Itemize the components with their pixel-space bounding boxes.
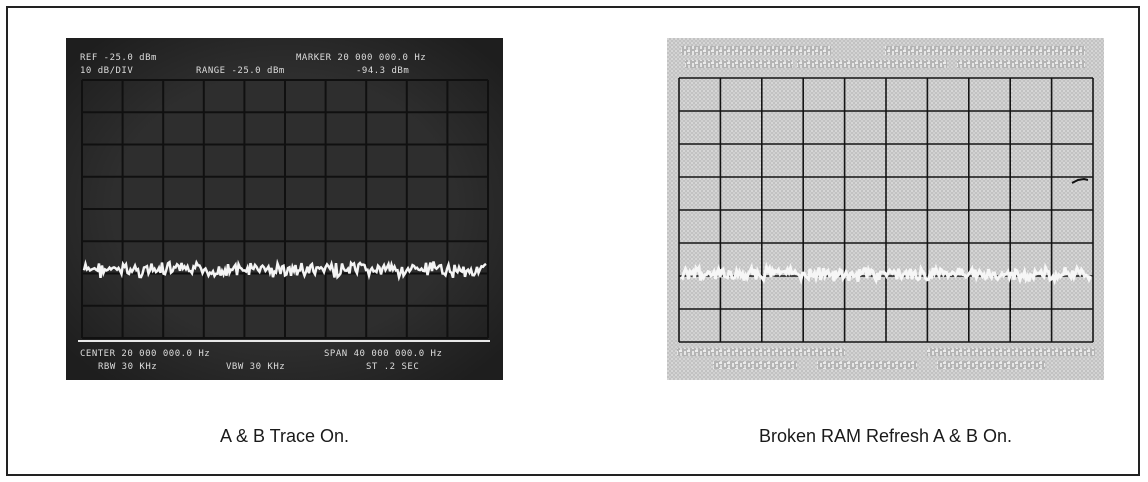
readout-scale: 10 dB/DIV	[80, 66, 133, 76]
readout-sweep: ST .2 SEC	[366, 362, 419, 372]
noise-trace-right	[680, 261, 1092, 286]
garbled-readout-bottom	[677, 348, 1095, 369]
readout-marker: MARKER 20 000 000.0 Hz	[296, 53, 426, 63]
readout-ref: REF -25.0 dBm	[80, 53, 157, 63]
readout-vbw: VBW 30 KHz	[226, 362, 285, 372]
readout-center: CENTER 20 000 000.0 Hz	[80, 349, 210, 359]
graticule-right	[678, 77, 1094, 343]
caption-right: Broken RAM Refresh A & B On.	[758, 426, 1013, 446]
readout-rbw: RBW 30 KHz	[98, 362, 157, 372]
spectrum-display-photo-left: REF -25.0 dBm MARKER 20 000 000.0 Hz 10 …	[66, 38, 503, 380]
readout-marker-level: -94.3 dBm	[356, 66, 409, 76]
document-frame: REF -25.0 dBm MARKER 20 000 000.0 Hz 10 …	[6, 6, 1140, 476]
caption-left: A & B Trace On.	[219, 426, 350, 446]
readout-range: RANGE -25.0 dBm	[196, 66, 285, 76]
readout-span: SPAN 40 000 000.0 Hz	[324, 349, 442, 359]
garbled-readout-top	[681, 46, 1085, 68]
artifact-mark	[1071, 177, 1089, 184]
spectrum-display-photo-right	[667, 38, 1104, 380]
noise-trace-left	[82, 258, 487, 282]
graticule-left	[81, 79, 489, 339]
